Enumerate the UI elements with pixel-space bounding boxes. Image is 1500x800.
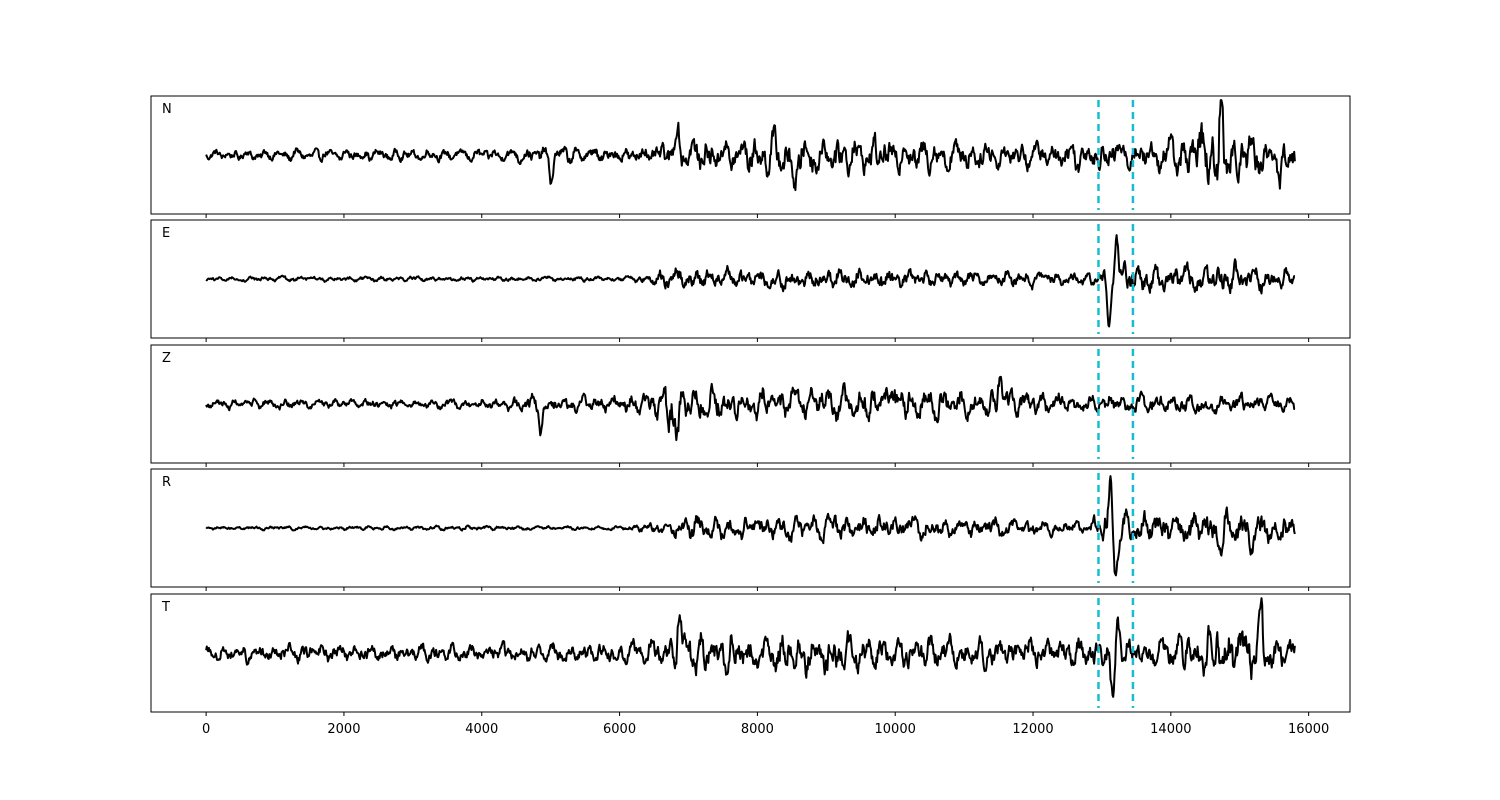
trace-t: [205, 597, 1296, 698]
trace-z: [205, 375, 1296, 442]
x-axis: 0 2000 4000 6000 8000 10000 12000 14000 16000: [202, 722, 1329, 737]
panel-z: Z: [150, 344, 1351, 467]
panel-label: R: [162, 475, 171, 490]
panel-frame: [150, 219, 1351, 339]
panel-label: Z: [162, 351, 171, 366]
panel-frame: [150, 468, 1351, 588]
panel-frame: [150, 344, 1351, 464]
x-tick-label: 6000: [603, 722, 636, 737]
panel-label: T: [161, 600, 170, 615]
panel-n: N: [150, 95, 1351, 218]
panel-frame: [150, 95, 1351, 215]
x-tick-label: 8000: [741, 722, 774, 737]
trace-r: [205, 475, 1296, 577]
x-tick-label: 14000: [1150, 722, 1191, 737]
x-tick-label: 10000: [875, 722, 916, 737]
panel-r: R: [150, 468, 1351, 591]
x-tick-label: 4000: [465, 722, 498, 737]
panel-e: E: [150, 219, 1351, 342]
x-tick-label: 16000: [1288, 722, 1329, 737]
trace-panels: N E Z R T: [150, 95, 1351, 716]
x-tick-label: 12000: [1012, 722, 1053, 737]
trace-n: [205, 99, 1296, 192]
panel-t: T: [150, 593, 1351, 716]
trace-e: [205, 234, 1296, 328]
x-tick-label: 0: [202, 722, 210, 737]
panel-label: N: [162, 102, 172, 117]
panel-frame: [150, 593, 1351, 713]
x-tick-label: 2000: [327, 722, 360, 737]
panel-label: E: [162, 226, 170, 241]
